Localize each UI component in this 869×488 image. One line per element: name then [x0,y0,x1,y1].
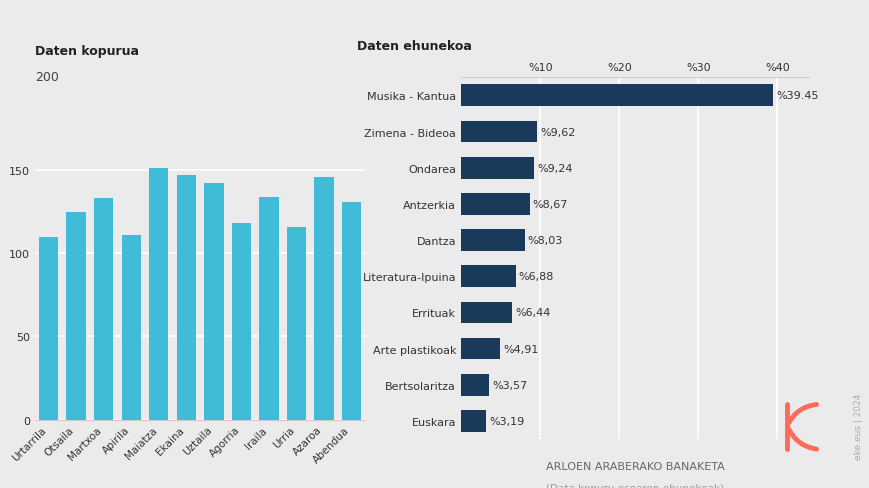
Bar [461,410,486,432]
Text: %6,44: %6,44 [514,308,550,318]
Bar [461,338,500,360]
Bar [176,176,196,420]
Bar [461,85,773,107]
Bar [149,169,169,420]
Text: eke.eus | 2024: eke.eus | 2024 [853,392,862,459]
Text: %8,03: %8,03 [527,236,562,245]
Text: %3,19: %3,19 [489,416,524,426]
Text: ARLOEN ARABERAKO BANAKETA: ARLOEN ARABERAKO BANAKETA [545,461,724,471]
Bar [94,199,113,420]
Text: 200: 200 [35,71,58,84]
Text: (Data kopuru osoaren ehunekoak): (Data kopuru osoaren ehunekoak) [546,483,723,488]
Text: %9,62: %9,62 [540,127,575,137]
Text: Daten ehunekoa: Daten ehunekoa [356,40,471,53]
Bar [461,158,534,179]
Bar [461,230,524,251]
Bar [39,237,58,420]
Text: %6,88: %6,88 [518,272,554,282]
Text: %4,91: %4,91 [502,344,538,354]
Text: Daten kopurua: Daten kopurua [35,45,139,58]
Text: %9,24: %9,24 [537,163,572,173]
Bar [342,203,361,420]
Text: %8,67: %8,67 [532,200,567,209]
Bar [204,184,223,420]
Text: %3,57: %3,57 [492,380,527,390]
Bar [461,266,515,287]
Bar [122,236,141,420]
Bar [314,178,334,420]
Bar [287,227,306,420]
Bar [461,374,488,396]
Bar [259,197,278,420]
Bar [231,224,251,420]
Bar [461,122,536,143]
Bar [461,194,529,215]
Text: %39.45: %39.45 [775,91,818,101]
Bar [66,212,86,420]
Bar [461,302,512,324]
